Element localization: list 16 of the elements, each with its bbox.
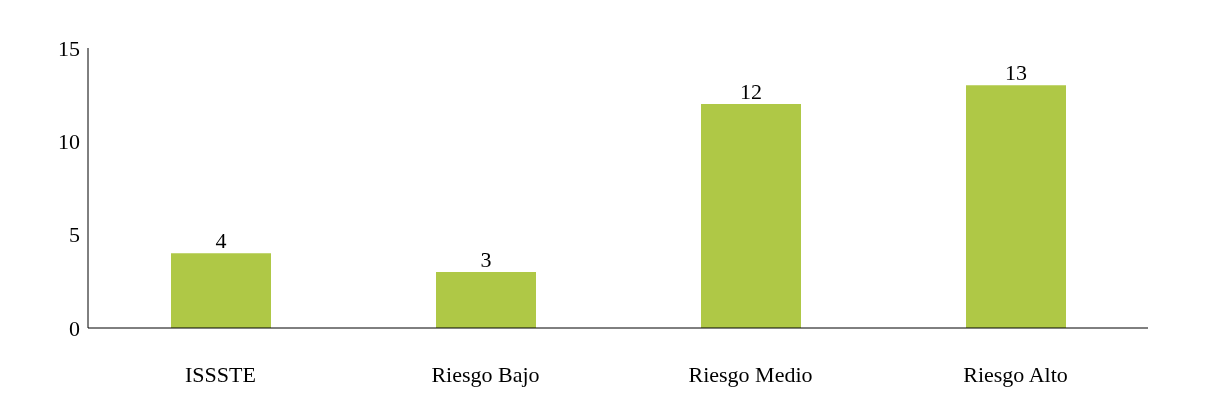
y-tick-label: 10 [58, 129, 80, 155]
bar [436, 272, 536, 328]
data-label: 13 [1005, 60, 1027, 86]
x-tick-label: Riesgo Bajo [431, 361, 540, 387]
data-label: 12 [740, 79, 762, 104]
bar [171, 253, 271, 328]
y-tick-label: 15 [58, 35, 80, 61]
y-tick-label: 5 [69, 222, 80, 248]
data-label: 4 [215, 228, 227, 254]
bar [701, 104, 801, 328]
y-tick-label: 0 [69, 315, 80, 341]
x-tick-label: Riesgo Medio [688, 361, 813, 387]
x-tick-label: ISSSTE [185, 361, 256, 387]
bar [966, 85, 1066, 328]
x-tick-label: Riesgo Alto [963, 361, 1068, 387]
data-label: 3 [480, 247, 492, 272]
